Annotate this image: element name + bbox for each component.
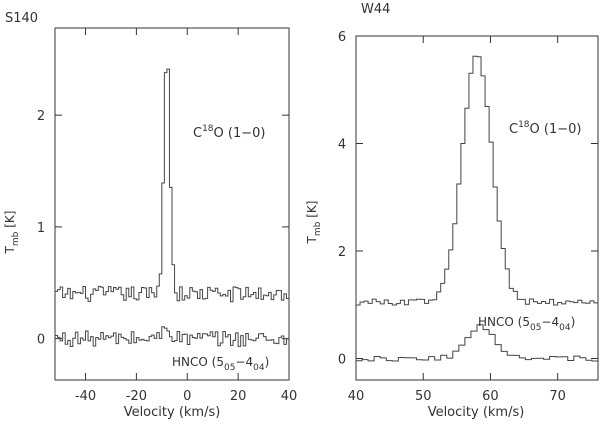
x-ticks: 40 50 60 70 [348,36,566,404]
y-tick-label: 4 [338,138,346,153]
panel-w44: W44 0 2 4 6 40 50 60 70 C18O (1−0) HNCO (505−4… [305,2,599,420]
x-tick-label: 60 [482,389,499,404]
x-tick-label: -40 [75,389,96,404]
y-ticks: 0 2 4 6 [338,30,598,368]
series-group [55,68,289,347]
x-axis-label: Velocity (km/s) [428,405,525,420]
x-tick-label: 50 [415,389,432,404]
x-tick-label: 40 [281,389,298,404]
x-tick-label: 20 [230,389,247,404]
y-tick-label: 1 [37,221,45,236]
series-line-hnco [356,324,598,362]
x-tick-label: 70 [549,389,566,404]
y-ticks: 0 1 2 [37,109,289,348]
x-axis-label: Velocity (km/s) [124,405,221,420]
series-label-hnco: HNCO (505−404) [172,355,269,373]
y-tick-label: 2 [338,245,346,260]
plot-frame [355,35,599,381]
series-line-hnco [55,326,289,347]
series-line-c18o [55,68,289,303]
x-tick-label: 0 [183,389,191,404]
plot-frame [54,27,290,381]
y-tick-label: 6 [338,30,346,45]
series-label-hnco: HNCO (505−404) [478,315,575,333]
x-tick-label: -20 [126,389,147,404]
y-axis-label: Tmb [K] [305,201,323,245]
panel-s140: S140 0 1 2 -40 -20 0 20 40 C18O (1−0) HNCO (50… [3,11,297,420]
y-tick-label: 0 [338,353,346,368]
series-label-c18o: C18O (1−0) [509,120,581,137]
y-tick-label: 2 [37,109,45,124]
panel-title: S140 [5,11,38,26]
x-ticks: -40 -20 0 20 40 [75,28,297,404]
y-axis-label: Tmb [K] [3,211,21,255]
series-line-c18o [356,55,598,306]
y-tick-label: 0 [37,333,45,348]
panel-title: W44 [361,2,390,17]
x-tick-label: 40 [348,389,365,404]
series-group [356,55,598,362]
series-label-c18o: C18O (1−0) [193,124,265,141]
